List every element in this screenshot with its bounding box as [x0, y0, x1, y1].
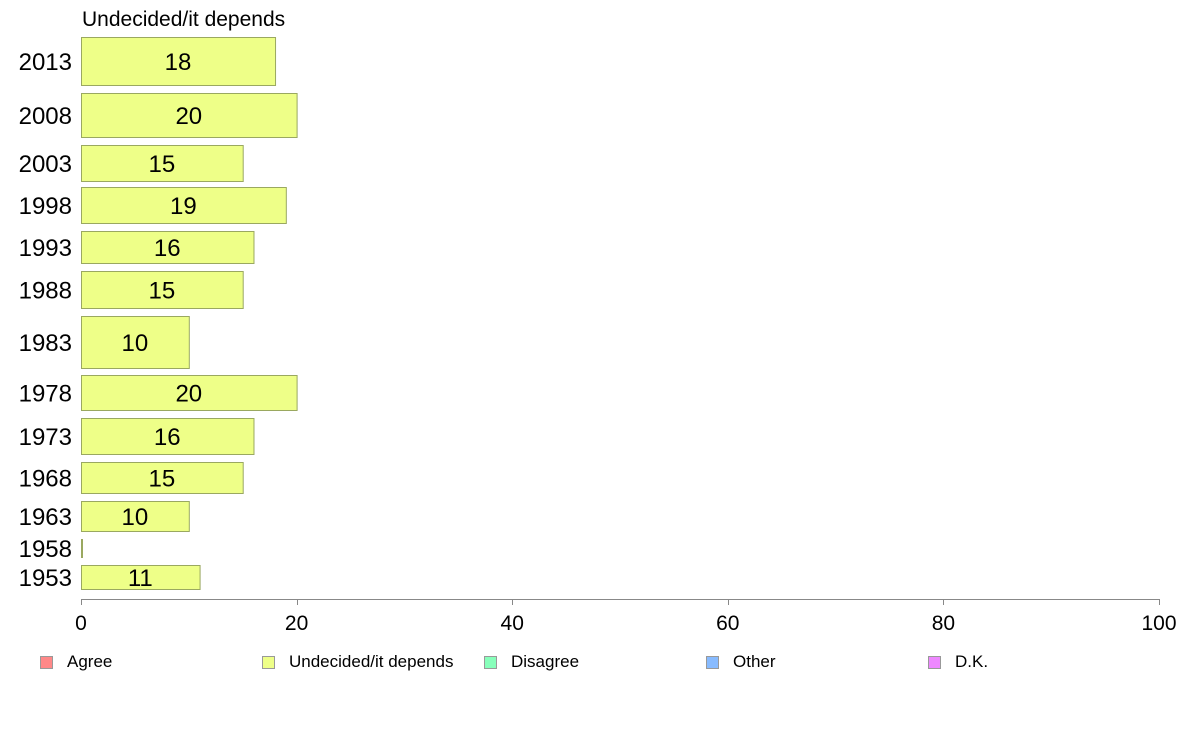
legend-label: D.K. [955, 652, 989, 671]
legend-item: D.K. [928, 652, 988, 672]
data-label: 15 [148, 466, 175, 493]
category-label: 1963 [19, 504, 72, 531]
bar-2003 [81, 145, 244, 182]
legend: Agree Undecided/it depends Disagree Other D.… [0, 652, 1188, 674]
x-tick-label: 100 [1141, 612, 1176, 635]
category-label: 1953 [19, 565, 72, 592]
category-label: 1968 [19, 466, 72, 493]
category-label: 1988 [19, 278, 72, 305]
category-label: 1983 [19, 330, 72, 357]
legend-item: Other [706, 652, 776, 672]
category-label: 2008 [19, 103, 72, 130]
legend-swatch [262, 655, 275, 669]
data-label: 15 [148, 278, 175, 305]
legend-label: Undecided/it depends [289, 652, 454, 671]
data-label: 10 [122, 504, 149, 531]
data-label: 16 [154, 424, 181, 451]
bar-2008 [81, 93, 298, 138]
category-label: 2013 [19, 49, 72, 76]
legend-swatch [706, 655, 719, 669]
bar-1983 [81, 316, 190, 369]
data-label: 16 [154, 235, 181, 262]
legend-label: Other [733, 652, 776, 671]
category-label: 1973 [19, 424, 72, 451]
bar-2013 [81, 37, 277, 86]
x-tick-label: 80 [932, 612, 955, 635]
data-label: 18 [165, 49, 192, 76]
legend-swatch [928, 655, 941, 669]
category-label: 2003 [19, 151, 72, 178]
legend-label: Disagree [511, 652, 580, 671]
data-label: 11 [128, 565, 153, 592]
category-label: 1978 [19, 381, 72, 408]
legend-item: Undecided/it depends [262, 652, 453, 672]
bar-1993 [81, 231, 255, 264]
category-label: 1993 [19, 235, 72, 262]
bar-1998 [81, 187, 287, 224]
data-label: 10 [122, 330, 149, 357]
category-label: 1958 [19, 536, 72, 563]
category-label: 1998 [19, 193, 72, 220]
data-label: 19 [170, 193, 197, 220]
legend-item: Disagree [484, 652, 579, 672]
x-tick-label: 20 [285, 612, 308, 635]
x-tick-label: 60 [716, 612, 739, 635]
bar-1988 [81, 271, 244, 309]
data-label: 20 [175, 381, 202, 408]
x-tick-label: 40 [501, 612, 524, 635]
legend-swatch [40, 655, 53, 669]
data-label: 20 [175, 103, 202, 130]
legend-swatch [484, 655, 497, 669]
chart-title: Undecided/it depends [82, 8, 285, 31]
bar-1973 [81, 418, 255, 455]
x-axis: 0 20 40 60 80 100 [75, 599, 1177, 635]
x-tick-label: 0 [75, 612, 87, 635]
bar-1958 [81, 539, 83, 558]
bars-group: 2013 18 2008 20 2003 15 1998 19 1993 16 1988 15 1983… [19, 37, 298, 592]
bar-1968 [81, 462, 244, 494]
bar-1978 [81, 375, 298, 411]
data-label: 15 [148, 151, 175, 178]
legend-label: Agree [67, 652, 113, 671]
bar-1953 [81, 565, 201, 590]
legend-item: Agree [40, 652, 112, 672]
bar-1963 [81, 501, 190, 532]
